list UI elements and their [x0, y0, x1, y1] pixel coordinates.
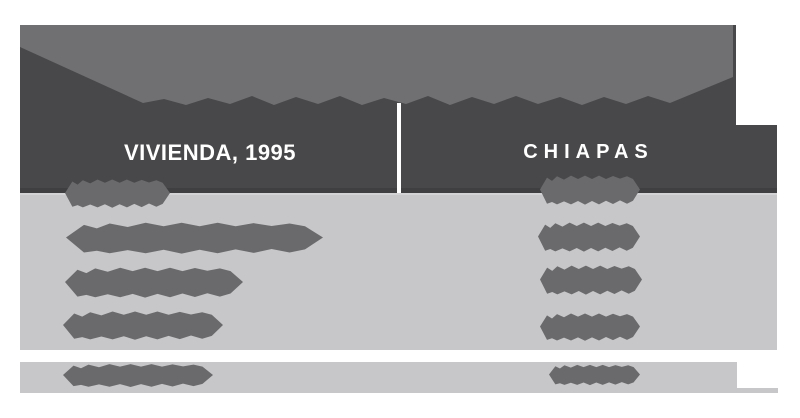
redacted-row-label: [65, 267, 243, 298]
footer-band-notch: [737, 362, 778, 388]
redacted-row-label: [63, 311, 223, 340]
redacted-row-value: [540, 313, 640, 341]
column-header-chiapas: CHIAPAS: [523, 141, 654, 163]
redacted-row-label: [66, 222, 323, 254]
column-divider: [397, 103, 401, 193]
redacted-row-value: [540, 175, 640, 205]
redacted-row-label: [63, 364, 213, 387]
redacted-row-value: [549, 364, 640, 386]
title-redaction-blob: [20, 25, 733, 105]
table-top-highlight: [20, 193, 777, 195]
redacted-row-label: [65, 179, 170, 208]
redacted-row-value: [540, 265, 642, 295]
redacted-row-value: [538, 222, 640, 252]
column-header-vivienda: VIVIENDA, 1995: [123, 140, 297, 165]
